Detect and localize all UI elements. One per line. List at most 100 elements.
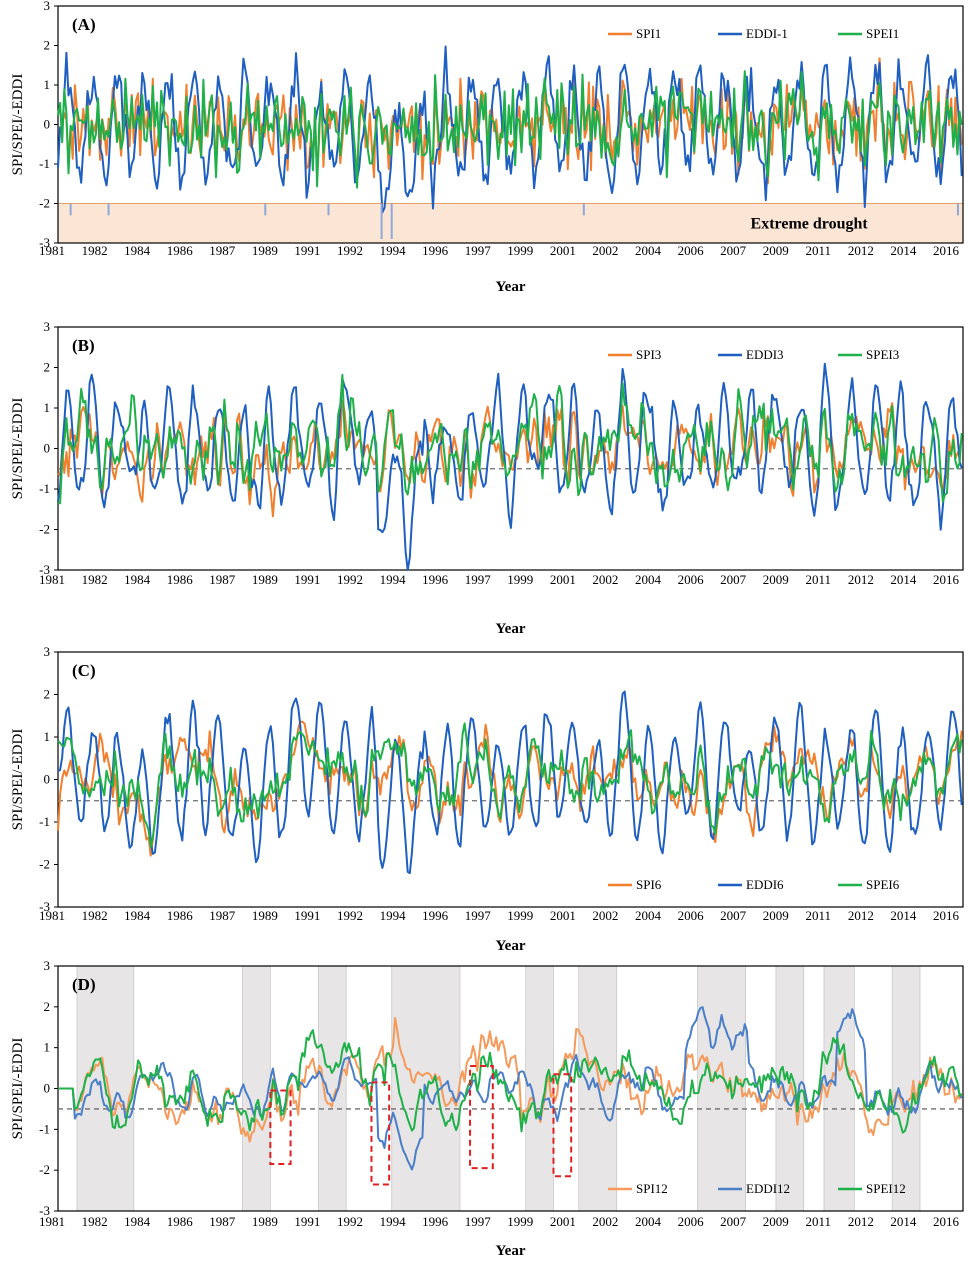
legend-label-SPI1: SPI1 (636, 26, 661, 41)
extreme-drought-label: Extreme drought (751, 215, 869, 232)
x-tick-label: 2001 (550, 243, 576, 258)
y-axis-label: SPI/SPEI/-EDDI (10, 398, 26, 500)
x-tick-label: 2004 (635, 1214, 662, 1229)
x-tick-label: 2002 (592, 908, 618, 923)
legend-label-SPI3: SPI3 (636, 347, 661, 362)
series-line-SPEI1 (57, 70, 963, 189)
x-tick-label: 2006 (678, 243, 705, 258)
x-tick-label: 2001 (550, 1214, 576, 1229)
x-tick-label: 2009 (763, 1214, 789, 1229)
x-tick-label: 1994 (380, 1214, 407, 1229)
highlight-box (552, 1073, 573, 1178)
x-tick-label: 1997 (465, 908, 492, 923)
x-tick-label: 1996 (422, 572, 449, 587)
x-tick-label: 1987 (209, 908, 236, 923)
shaded-period (697, 965, 746, 1212)
series-line-EDDI3 (57, 362, 963, 571)
x-tick-label: 1982 (82, 572, 108, 587)
legend-label-SPEI3: SPEI3 (866, 347, 899, 362)
x-tick-label: 2009 (763, 243, 789, 258)
x-tick-label: 2012 (848, 572, 874, 587)
x-tick-label: 1994 (380, 572, 407, 587)
y-tick-label: 1 (44, 77, 51, 92)
x-tick-label: 2011 (806, 572, 832, 587)
y-axis-label: SPI/SPEI/-EDDI (10, 74, 26, 176)
legend-label-EDDI3: EDDI3 (746, 347, 784, 362)
y-tick-label: -2 (39, 1162, 50, 1177)
x-tick-label: 2012 (848, 1214, 874, 1229)
x-tick-label: 1981 (39, 243, 65, 258)
x-tick-label: 1997 (465, 243, 492, 258)
x-tick-label: 1981 (39, 908, 65, 923)
x-axis-title: Year (496, 1243, 526, 1259)
y-tick-label: -1 (39, 1121, 50, 1136)
x-tick-label: 1994 (380, 908, 407, 923)
y-tick-label: 0 (44, 1081, 51, 1096)
legend-label-SPEI12: SPEI12 (866, 1181, 906, 1196)
y-tick-label: 3 (44, 644, 51, 659)
x-tick-label: 1981 (39, 1214, 65, 1229)
x-tick-label: 2006 (678, 1214, 705, 1229)
x-tick-label: 2002 (592, 243, 618, 258)
x-tick-label: 1989 (252, 572, 278, 587)
series-line-SPEI6 (57, 722, 963, 848)
y-tick-label: 2 (44, 38, 51, 53)
x-tick-label: 1989 (252, 908, 278, 923)
x-tick-label: 2014 (890, 908, 917, 923)
x-tick-label: 1984 (124, 572, 151, 587)
highlight-box (469, 1065, 494, 1170)
y-tick-label: 3 (44, 0, 51, 13)
x-tick-label: 1984 (124, 243, 151, 258)
x-tick-label: 1987 (209, 572, 236, 587)
x-tick-label: 1992 (337, 243, 363, 258)
x-tick-label: 2004 (635, 243, 662, 258)
y-tick-label: 1 (44, 400, 51, 415)
x-tick-label: 1992 (337, 908, 363, 923)
panel-2: 3 2 1 0 -1 -2 -3 SPI/SPEI/-EDDI 1981 1982 1984 1986… (10, 319, 964, 637)
x-tick-label: 2016 (933, 908, 960, 923)
legend-label-EDDI6: EDDI6 (746, 877, 784, 892)
x-tick-label: 1996 (422, 1214, 449, 1229)
legend-label-EDDI12: EDDI12 (746, 1181, 790, 1196)
y-tick-label: 3 (44, 958, 51, 973)
y-tick-label: -2 (39, 522, 50, 537)
x-tick-label: 2007 (720, 1214, 747, 1229)
legend-label-SPEI6: SPEI6 (866, 877, 900, 892)
panel-4: 3 2 1 0 -1 -2 -3 SPI/SPEI/-EDDI 1981 1982 1984 1986… (10, 958, 964, 1259)
y-tick-label: -1 (39, 156, 50, 171)
x-axis-title: Year (496, 938, 526, 954)
x-tick-label: 1986 (167, 1214, 194, 1229)
x-tick-label: 2011 (806, 1214, 832, 1229)
x-tick-label: 1987 (209, 243, 236, 258)
y-tick-label: -3 (39, 899, 50, 914)
panel-label: (B) (72, 336, 95, 355)
panel-1: 3 2 1 0 -1 -2 -3 SPI/SPEI/-EDDI 1981 1982 1984 1986… (10, 0, 964, 295)
y-tick-label: 0 (44, 441, 51, 456)
x-tick-label: 2009 (763, 572, 789, 587)
x-tick-label: 2009 (763, 908, 789, 923)
x-tick-label: 1991 (294, 572, 320, 587)
panel-label: (D) (72, 975, 96, 994)
x-tick-label: 1984 (124, 1214, 151, 1229)
y-tick-label: 0 (44, 117, 51, 132)
x-tick-label: 2016 (933, 243, 960, 258)
x-tick-label: 2007 (720, 572, 747, 587)
x-tick-label: 2012 (848, 243, 874, 258)
x-tick-label: 1989 (252, 243, 278, 258)
y-tick-label: 0 (44, 772, 51, 787)
x-tick-label: 1982 (82, 908, 108, 923)
y-tick-label: -3 (39, 562, 50, 577)
x-tick-label: 1996 (422, 908, 449, 923)
x-tick-label: 1986 (167, 572, 194, 587)
x-tick-label: 2012 (848, 908, 874, 923)
x-tick-label: 1987 (209, 1214, 236, 1229)
series-line-SPI6 (57, 720, 963, 857)
x-tick-label: 2007 (720, 908, 747, 923)
highlight-box (269, 1089, 292, 1166)
x-axis-title: Year (496, 279, 526, 295)
x-tick-label: 2004 (635, 572, 662, 587)
x-tick-label: 2016 (933, 1214, 960, 1229)
x-tick-label: 1981 (39, 572, 65, 587)
y-tick-label: 3 (44, 319, 51, 334)
